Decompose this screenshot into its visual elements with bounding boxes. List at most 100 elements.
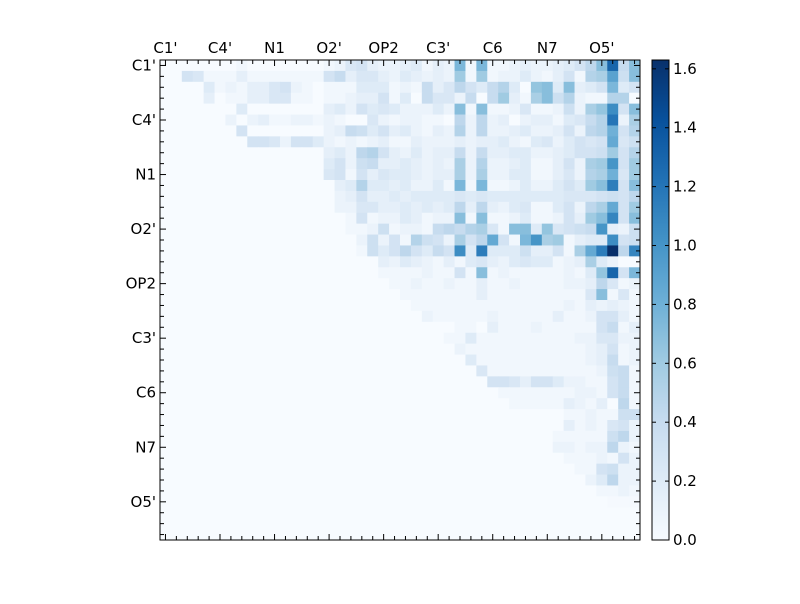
heatmap-cell <box>280 158 292 170</box>
heatmap-cell <box>345 409 357 421</box>
heatmap-cell <box>258 507 270 519</box>
heatmap-cell <box>236 321 248 334</box>
heatmap-cell <box>312 485 325 497</box>
heatmap-cell <box>400 474 412 486</box>
heatmap-cell <box>607 60 619 72</box>
heatmap-cell <box>247 180 259 192</box>
heatmap-cell <box>280 321 292 334</box>
heatmap-cell <box>454 398 466 410</box>
heatmap-cell <box>323 463 335 475</box>
heatmap-cell <box>596 474 608 486</box>
heatmap-cell <box>541 463 554 475</box>
heatmap-cell <box>498 70 510 83</box>
heatmap-cell <box>378 158 390 170</box>
heatmap-cell <box>607 365 619 377</box>
heatmap-cell <box>389 81 401 94</box>
plot-frame <box>159 59 641 541</box>
heatmap-cell <box>520 169 532 181</box>
heatmap-cell <box>280 343 292 355</box>
heatmap-cell <box>509 289 521 301</box>
heatmap-cell <box>432 278 445 290</box>
heatmap-cell <box>280 365 292 377</box>
heatmap-cell <box>465 441 477 454</box>
heatmap-cell <box>530 103 543 115</box>
heatmap-cell <box>356 300 368 312</box>
heatmap-cell <box>258 180 270 192</box>
heatmap-cell <box>367 60 379 72</box>
heatmap-cell <box>214 474 226 486</box>
heatmap-cell <box>280 114 292 126</box>
heatmap-cell <box>236 485 248 497</box>
heatmap-cell <box>520 496 532 508</box>
heatmap-cell <box>400 147 412 159</box>
heatmap-cell <box>530 278 543 290</box>
heatmap-cell <box>170 343 183 355</box>
heatmap-cell <box>323 267 335 279</box>
heatmap-cell <box>258 387 270 399</box>
heatmap-cell <box>378 398 390 410</box>
heatmap-cell <box>574 452 586 465</box>
heatmap-cell <box>421 212 434 225</box>
heatmap-cell <box>334 398 346 410</box>
heatmap-cell <box>432 136 445 148</box>
heatmap-cell <box>214 420 226 432</box>
heatmap-cell <box>192 180 205 192</box>
heatmap-cell <box>280 278 292 290</box>
heatmap-cell <box>312 201 325 214</box>
heatmap-cell <box>258 485 270 497</box>
heatmap-cell <box>552 289 565 301</box>
heatmap-cell <box>476 354 488 366</box>
heatmap-cell <box>432 147 445 159</box>
heatmap-cell <box>290 103 303 115</box>
heatmap-cell <box>301 223 314 235</box>
heatmap-cell <box>465 507 477 519</box>
heatmap-cell <box>247 136 259 148</box>
heatmap-cell <box>323 507 335 519</box>
heatmap-cell <box>400 289 412 301</box>
heatmap-cell <box>585 136 597 148</box>
heatmap-cell <box>509 463 521 475</box>
y-tick-label: C1' <box>132 56 156 74</box>
heatmap-cell <box>596 441 608 454</box>
heatmap-cell <box>541 278 554 290</box>
heatmap-cell <box>247 234 259 246</box>
heatmap-cell <box>258 310 270 323</box>
heatmap-cell <box>203 245 215 257</box>
heatmap-cell <box>520 267 532 279</box>
heatmap-cell <box>247 278 259 290</box>
heatmap-cell <box>389 365 401 377</box>
heatmap-cell <box>410 223 423 235</box>
heatmap-cell <box>258 114 270 126</box>
heatmap-cell <box>454 507 466 519</box>
heatmap-cell <box>312 234 325 246</box>
heatmap-cell <box>367 529 379 541</box>
heatmap-cell <box>607 354 619 366</box>
heatmap-cell <box>214 441 226 454</box>
heatmap-cell <box>618 365 630 377</box>
heatmap-cell <box>258 398 270 410</box>
heatmap-cell <box>629 310 641 323</box>
heatmap-cell <box>443 278 455 290</box>
heatmap-cell <box>465 70 477 83</box>
heatmap-cell <box>323 125 335 137</box>
heatmap-cell <box>192 452 205 465</box>
heatmap-cell <box>345 267 357 279</box>
heatmap-cell <box>585 343 597 355</box>
heatmap-cell <box>290 245 303 257</box>
heatmap-cell <box>454 136 466 148</box>
heatmap-cell <box>323 310 335 323</box>
heatmap-cell <box>618 92 630 105</box>
heatmap-cell <box>280 103 292 115</box>
heatmap-cell <box>520 420 532 432</box>
heatmap-cell <box>290 474 303 486</box>
heatmap-cell <box>443 376 455 388</box>
heatmap-cell <box>236 81 248 94</box>
heatmap-cell <box>378 103 390 115</box>
heatmap-cell <box>465 212 477 225</box>
heatmap-cell <box>498 169 510 181</box>
heatmap-cell <box>596 452 608 465</box>
heatmap-cell <box>574 60 586 72</box>
heatmap-cell <box>160 81 172 94</box>
heatmap-cell <box>356 212 368 225</box>
heatmap-cell <box>487 147 499 159</box>
